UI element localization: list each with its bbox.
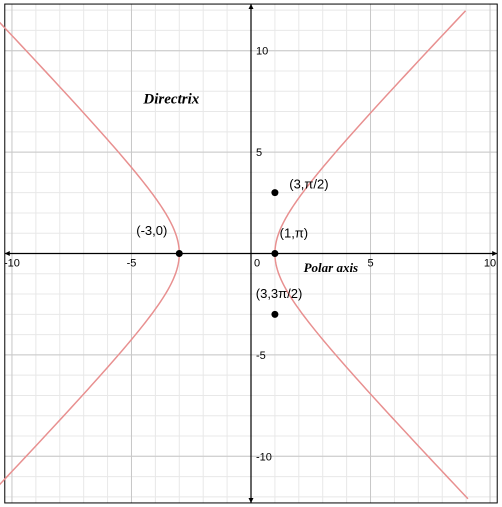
point-1-pi-label: (1,π) [280, 225, 308, 240]
tick-label-x: -5 [127, 258, 137, 270]
arrowhead [249, 4, 254, 9]
directrix-label: Directrix [142, 91, 199, 107]
arrowhead [249, 498, 254, 503]
point-3-pi-over-2-label: (3,π/2) [289, 177, 328, 192]
polar-axis-label: Polar axis [304, 260, 359, 275]
arrowhead [5, 251, 10, 256]
point-3-pi-over-2 [271, 189, 278, 196]
tick-label-x: 10 [484, 258, 496, 270]
tick-label-y: -10 [256, 451, 272, 463]
point-1-pi [271, 250, 278, 257]
tick-label-y: -5 [256, 350, 266, 362]
point-3-3pi-over-2 [271, 311, 278, 318]
tick-label-y: 5 [256, 147, 262, 159]
tick-label-y: 10 [256, 46, 268, 58]
point-neg3-0-label: (-3,0) [136, 223, 167, 238]
tick-label-x: -10 [4, 258, 20, 270]
tick-label-x: 5 [367, 258, 373, 270]
hyperbola-left [0, 11, 179, 499]
point-neg3-0 [176, 250, 183, 257]
hyperbola-chart: -10 -5 0 5 10 -10 -5 5 10 (1,π) (-3,0) (3,π/2) (3,3π… [0, 0, 502, 507]
tick-label-x: 0 [254, 258, 260, 270]
hyperbola-right [275, 11, 468, 499]
point-3-3pi-over-2-label: (3,3π/2) [256, 286, 303, 301]
arrowhead [492, 251, 497, 256]
